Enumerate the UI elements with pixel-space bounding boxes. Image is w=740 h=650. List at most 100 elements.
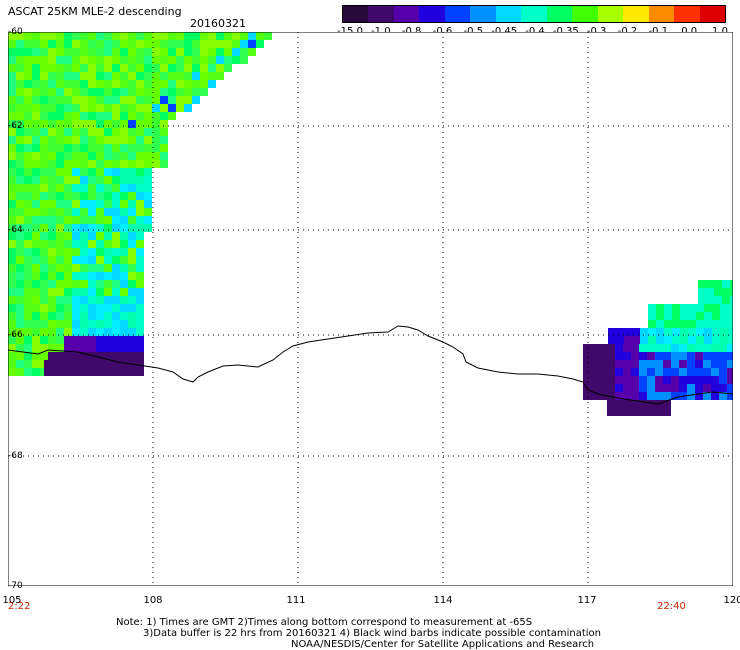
data-cell	[56, 224, 64, 232]
data-cell	[48, 328, 56, 336]
data-cell	[80, 88, 88, 96]
data-cell	[8, 80, 16, 88]
data-cell	[711, 384, 719, 392]
data-cell	[200, 56, 208, 64]
data-cell	[168, 112, 176, 120]
data-cell	[72, 224, 80, 232]
data-cell	[591, 368, 599, 376]
data-cell	[64, 256, 72, 264]
data-cell	[607, 360, 615, 368]
data-cell	[104, 40, 112, 48]
data-cell	[160, 152, 168, 160]
data-cell	[112, 208, 120, 216]
data-cell	[168, 72, 176, 80]
colorbar-segment	[648, 6, 675, 22]
data-cell	[48, 40, 56, 48]
data-cell	[56, 280, 64, 288]
data-cell	[8, 72, 16, 80]
data-cell	[704, 328, 712, 336]
data-cell	[656, 304, 664, 312]
data-cell	[72, 328, 80, 336]
data-cell	[8, 160, 16, 168]
data-cell	[698, 280, 706, 288]
end-time: 22:40	[657, 601, 686, 612]
data-cell	[64, 112, 72, 120]
data-cell	[16, 224, 24, 232]
data-cell	[128, 48, 136, 56]
data-cell	[144, 48, 152, 56]
data-cell	[663, 352, 671, 360]
data-cell	[88, 240, 96, 248]
data-cell	[8, 328, 16, 336]
data-cell	[655, 344, 663, 352]
data-cell	[56, 56, 64, 64]
data-cell	[16, 360, 24, 368]
data-cell	[80, 72, 88, 80]
data-cell	[72, 208, 80, 216]
data-cell	[647, 408, 655, 416]
data-cell	[8, 128, 16, 136]
data-cell	[232, 48, 240, 56]
data-cell	[88, 56, 96, 64]
data-cell	[16, 352, 24, 360]
data-cell	[706, 280, 714, 288]
data-cell	[80, 104, 88, 112]
data-cell	[104, 328, 112, 336]
data-cell	[96, 200, 104, 208]
data-cell	[104, 296, 112, 304]
data-cell	[104, 32, 112, 40]
data-cell	[24, 128, 32, 136]
data-cell	[160, 112, 168, 120]
data-cell	[120, 312, 128, 320]
data-cell	[16, 32, 24, 40]
data-cell	[232, 32, 240, 40]
map-date: 20160321	[190, 17, 246, 30]
data-cell	[24, 240, 32, 248]
data-cell	[80, 136, 88, 144]
data-cell	[80, 192, 88, 200]
data-cell	[128, 96, 136, 104]
data-cell	[48, 88, 56, 96]
data-cell	[607, 376, 615, 384]
data-cell	[96, 264, 104, 272]
data-cell	[24, 352, 32, 360]
data-cell	[112, 80, 120, 88]
data-cell	[48, 288, 56, 296]
data-cell	[136, 336, 144, 344]
data-cell	[655, 392, 663, 400]
data-cell	[719, 352, 727, 360]
data-cell	[100, 368, 108, 376]
data-cell	[104, 144, 112, 152]
data-cell	[695, 368, 703, 376]
data-cell	[8, 264, 16, 272]
data-cell	[144, 216, 152, 224]
data-cell	[240, 48, 248, 56]
data-cell	[720, 320, 728, 328]
data-cell	[615, 376, 623, 384]
data-cell	[40, 176, 48, 184]
data-cell	[144, 64, 152, 72]
data-cell	[647, 376, 655, 384]
data-cell	[72, 64, 80, 72]
data-cell	[128, 272, 136, 280]
data-cell	[68, 368, 76, 376]
data-cell	[40, 280, 48, 288]
data-cell	[72, 336, 80, 344]
data-cell	[152, 32, 160, 40]
data-cell	[631, 384, 639, 392]
data-cell	[176, 96, 184, 104]
data-cell	[96, 160, 104, 168]
data-cell	[32, 184, 40, 192]
data-cell	[112, 64, 120, 72]
data-cell	[40, 152, 48, 160]
data-cell	[40, 88, 48, 96]
data-cell	[56, 312, 64, 320]
data-cell	[96, 72, 104, 80]
data-cell	[687, 352, 695, 360]
data-cell	[663, 360, 671, 368]
data-cell	[144, 176, 152, 184]
data-cell	[40, 296, 48, 304]
data-cell	[32, 264, 40, 272]
data-cell	[32, 336, 40, 344]
data-cell	[128, 224, 136, 232]
